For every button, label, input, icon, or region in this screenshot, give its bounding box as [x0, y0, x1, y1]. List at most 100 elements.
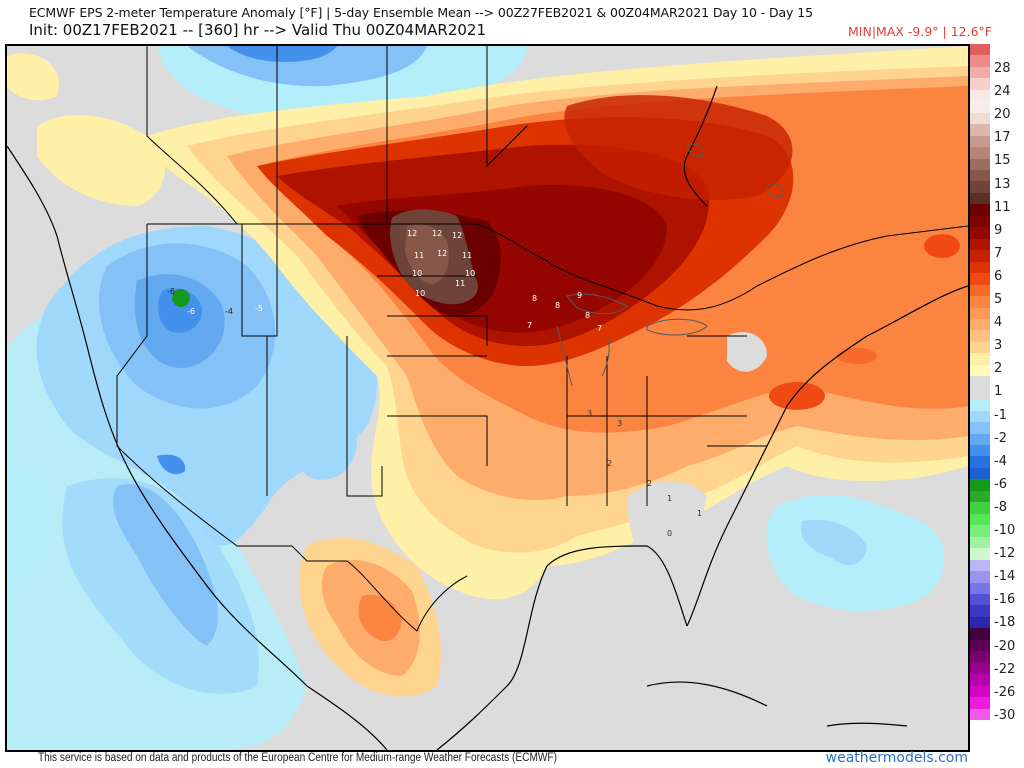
- legend-swatch: [970, 639, 990, 652]
- value-label: 10: [412, 269, 422, 278]
- value-label: 3: [617, 419, 622, 428]
- legend-tick-label: 28: [994, 61, 1011, 76]
- legend-swatch: [970, 593, 990, 606]
- value-label: 2: [647, 479, 652, 488]
- legend-swatch: [970, 536, 990, 549]
- legend-swatch: [970, 387, 990, 400]
- legend-tick-label: 24: [994, 84, 1011, 100]
- legend-swatch: [970, 238, 990, 251]
- value-label: 12: [432, 229, 442, 238]
- value-label: 10: [415, 289, 425, 298]
- legend-swatch: [970, 296, 990, 309]
- legend-swatch: [970, 307, 990, 320]
- value-label: 2: [607, 459, 612, 468]
- value-label: 11: [462, 251, 472, 260]
- value-label: 0: [667, 529, 672, 538]
- legend-swatch: [970, 697, 990, 710]
- temperature-anomaly-map: 12 12 12 12 11 11 11 10 10 10 8 8 8 7 7 …: [5, 44, 970, 752]
- legend-tick-label: -18: [994, 615, 1016, 631]
- data-credit: This service is based on data and produc…: [38, 752, 557, 764]
- legend-swatch: [970, 78, 990, 91]
- legend-swatch: [970, 101, 990, 114]
- legend-swatch: [970, 250, 990, 263]
- legend-swatch: [970, 708, 990, 721]
- legend-tick-label: -10: [994, 523, 1016, 538]
- legend-swatch: [970, 318, 990, 331]
- value-label: 8: [585, 311, 590, 320]
- value-label: -4: [225, 307, 233, 316]
- legend-swatch: [970, 353, 990, 366]
- value-label: 11: [455, 279, 465, 288]
- value-label: -6: [167, 287, 175, 296]
- legend-tick-label: 6: [994, 268, 1003, 284]
- legend-swatch: [970, 215, 990, 228]
- legend-tick-label: -16: [994, 592, 1016, 608]
- legend-swatch: [970, 525, 990, 538]
- legend-tick-label: -1: [994, 407, 1007, 423]
- legend-tick-label: 11: [994, 199, 1011, 215]
- value-label: 1: [667, 494, 672, 503]
- legend-tick-label: -20: [994, 638, 1016, 654]
- value-label: 8: [555, 301, 560, 310]
- legend-swatch: [970, 479, 990, 492]
- legend-swatch: [970, 112, 990, 125]
- legend-swatch: [970, 582, 990, 595]
- legend-tick-label: -30: [994, 707, 1016, 723]
- legend-tick-label: 2: [994, 361, 1003, 377]
- chart-title: ECMWF EPS 2-meter Temperature Anomaly [°…: [29, 5, 813, 20]
- legend-tick-label: -6: [994, 476, 1007, 492]
- min-max-label: MIN|MAX -9.9° | 12.6°F: [848, 24, 992, 39]
- value-label: -5: [255, 304, 263, 313]
- brand-link[interactable]: weathermodels.com: [825, 750, 968, 766]
- legend-swatch: [970, 147, 990, 160]
- value-label: 12: [437, 249, 447, 258]
- value-label: 8: [532, 294, 537, 303]
- legend-tick-label: -8: [994, 499, 1007, 515]
- legend-swatch: [970, 433, 990, 446]
- legend-swatch: [970, 192, 990, 205]
- legend-swatch: [970, 662, 990, 675]
- coastlines: [7, 85, 968, 750]
- legend-tick-label: -26: [994, 684, 1016, 700]
- legend-swatch: [970, 158, 990, 171]
- legend-tick-label: 15: [994, 153, 1011, 169]
- value-label: 12: [452, 231, 462, 240]
- legend-swatch: [970, 227, 990, 240]
- legend-tick-label: 20: [994, 107, 1011, 123]
- legend-tick-label: -14: [994, 569, 1016, 585]
- legend-swatch: [970, 651, 990, 664]
- legend-swatch: [970, 376, 990, 389]
- anomaly-value-labels: 12 12 12 12 11 11 11 10 10 10 8 8 8 7 7 …: [167, 229, 702, 538]
- legend-tick-label: 1: [994, 384, 1003, 400]
- lakes: [556, 143, 784, 387]
- legend-tick-label: 3: [994, 338, 1003, 354]
- legend-swatch: [970, 399, 990, 412]
- legend-swatch: [970, 685, 990, 698]
- value-label: 12: [407, 229, 417, 238]
- legend-swatch: [970, 341, 990, 354]
- legend-swatch: [970, 410, 990, 423]
- legend-tick-label: 13: [994, 176, 1011, 192]
- legend-swatch: [970, 571, 990, 583]
- legend-swatch: [970, 261, 990, 274]
- legend-swatch: [970, 422, 990, 435]
- value-label: 10: [465, 269, 475, 278]
- legend-swatch: [970, 124, 990, 137]
- legend-swatch: [970, 284, 990, 297]
- legend-swatch: [970, 181, 990, 194]
- value-label: -6: [187, 307, 195, 316]
- legend-tick-label: -12: [994, 546, 1016, 562]
- value-label: 11: [414, 251, 424, 260]
- legend-tick-label: 4: [994, 315, 1003, 331]
- legend-tick-label: -4: [994, 453, 1007, 469]
- minimum-marker: [172, 289, 190, 307]
- legend-swatch: [970, 674, 990, 687]
- value-label: 7: [527, 321, 532, 330]
- legend-swatch: [970, 44, 990, 56]
- legend-swatch: [970, 502, 990, 515]
- legend-swatch: [970, 204, 990, 217]
- legend-swatch: [970, 559, 990, 572]
- legend-swatch: [970, 170, 990, 182]
- legend-tick-label: -2: [994, 430, 1007, 446]
- legend-swatch: [970, 55, 990, 68]
